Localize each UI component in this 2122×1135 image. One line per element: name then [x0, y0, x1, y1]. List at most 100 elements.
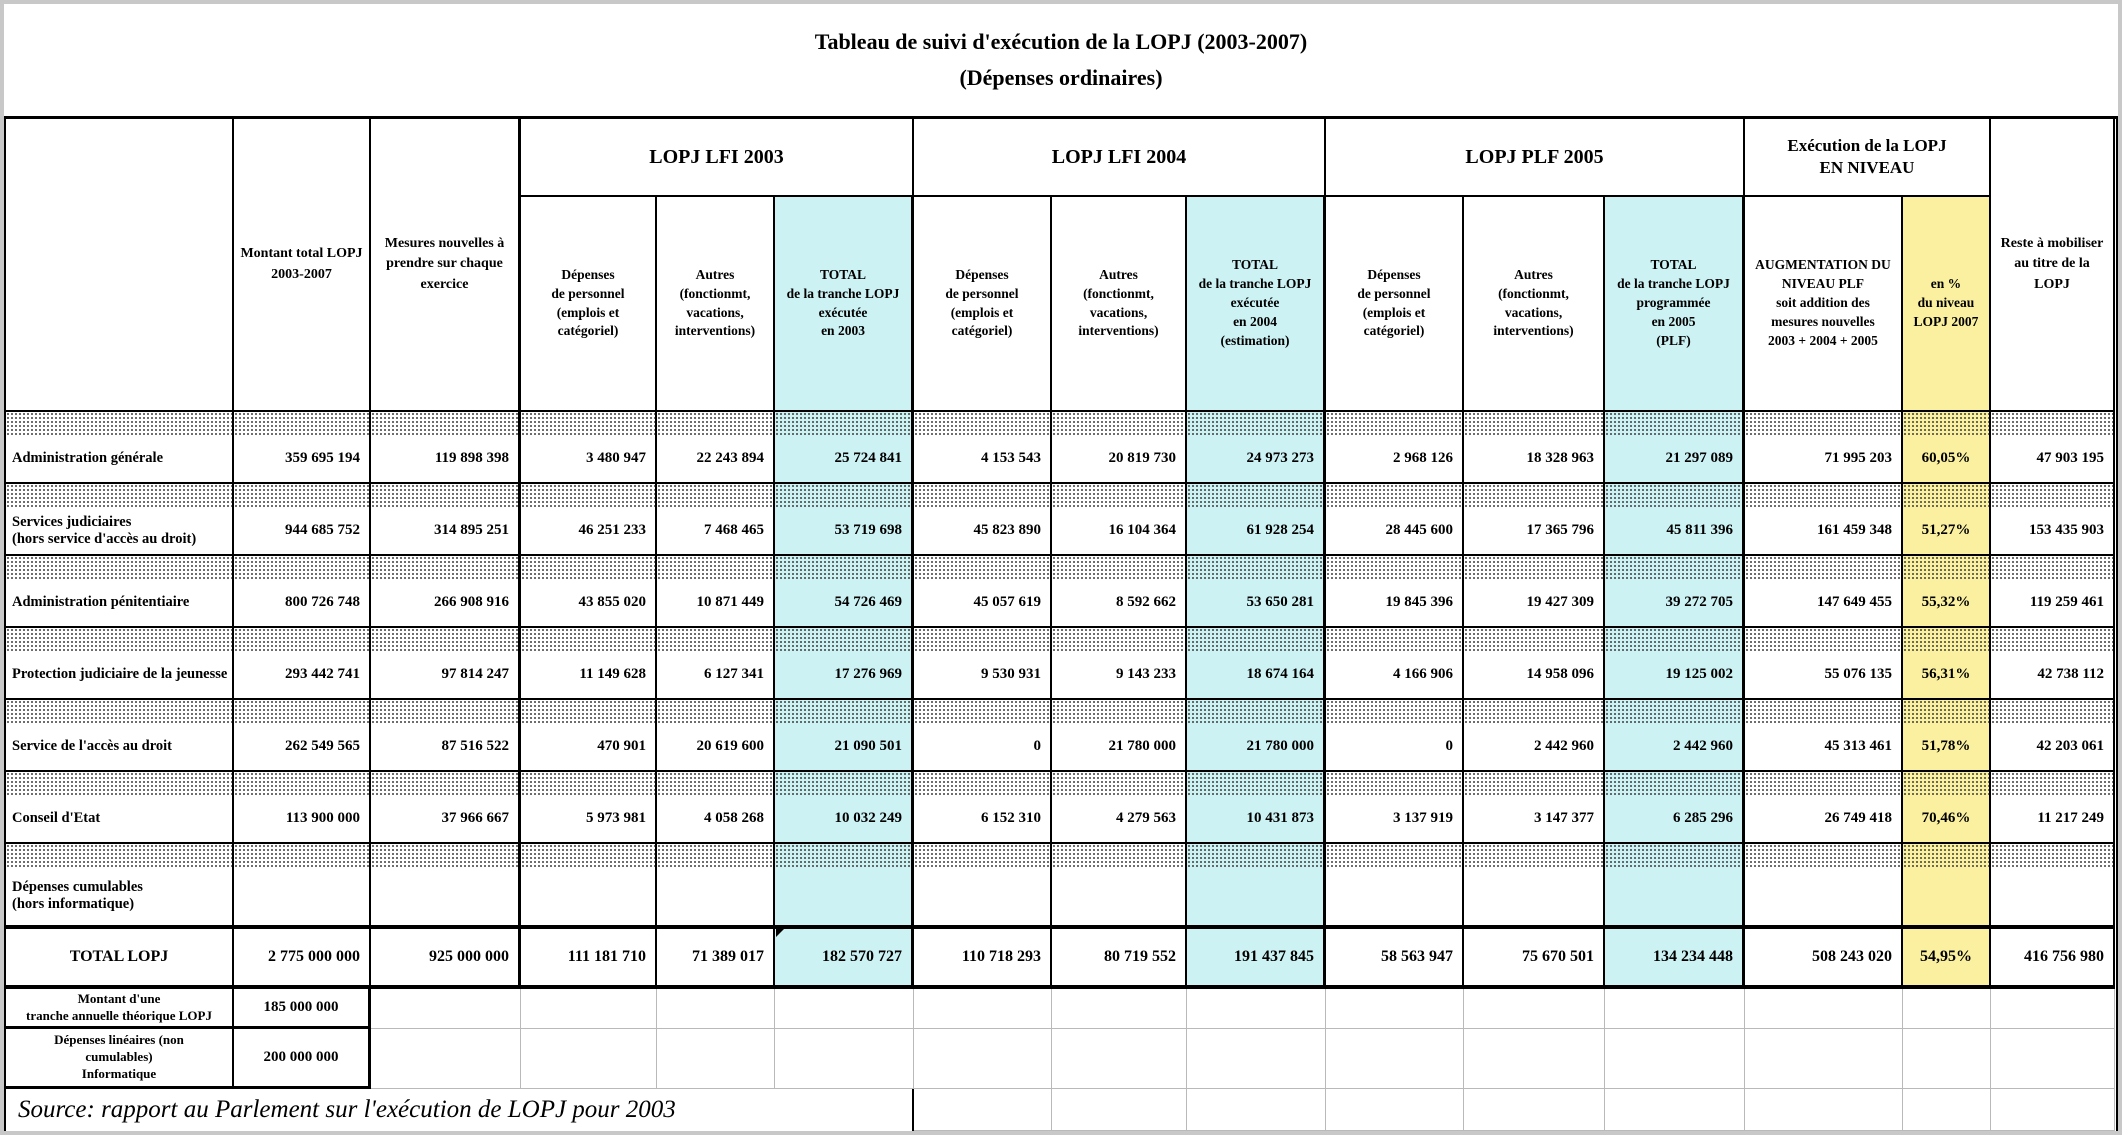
separator-hatch — [1745, 772, 1903, 795]
separator-hatch — [371, 412, 521, 435]
value-cell: 470 901 — [521, 723, 657, 772]
separator-hatch — [234, 700, 371, 723]
separator-hatch — [1903, 844, 1991, 867]
separator-hatch — [1745, 412, 1903, 435]
separator-hatch — [1326, 484, 1464, 507]
separator-hatch — [6, 628, 234, 651]
separator-hatch — [914, 484, 1052, 507]
separator-hatch — [1745, 556, 1903, 579]
separator-hatch — [521, 772, 657, 795]
value-cell: 4 153 543 — [914, 435, 1052, 484]
separator-hatch — [1745, 700, 1903, 723]
empty-cell — [1052, 867, 1187, 929]
separator-hatch — [1903, 412, 1991, 435]
value-cell: 45 313 461 — [1745, 723, 1903, 772]
separator-hatch — [371, 484, 521, 507]
value-cell: 45 057 619 — [914, 579, 1052, 628]
value-cell: 0 — [1326, 723, 1464, 772]
value-cell: 153 435 903 — [1991, 507, 2115, 556]
separator-hatch — [914, 412, 1052, 435]
separator-hatch — [1991, 412, 2115, 435]
empty-grid-cell — [371, 1029, 521, 1089]
value-cell: 37 966 667 — [371, 795, 521, 844]
empty-cell — [914, 867, 1052, 929]
separator-hatch — [914, 556, 1052, 579]
subheader-cell: en % du niveau LOPJ 2007 — [1903, 197, 1991, 412]
value-cell: 53 650 281 — [1187, 579, 1326, 628]
value-cell: 11 217 249 — [1991, 795, 2115, 844]
separator-hatch — [1464, 772, 1605, 795]
value-cell: 61 928 254 — [1187, 507, 1326, 556]
subheader-cell: TOTAL de la tranche LOPJ exécutée en 200… — [1187, 197, 1326, 412]
montant-tranche-label: Montant d'une tranche annuelle théorique… — [6, 989, 234, 1029]
subheader-cell: Autres (fonctionmt, vacations, intervent… — [657, 197, 775, 412]
header-montant-total: Montant total LOPJ 2003-2007 — [234, 119, 371, 412]
empty-cell — [1903, 867, 1991, 929]
total-value-cell: 110 718 293 — [914, 929, 1052, 989]
value-cell: 56,31% — [1903, 651, 1991, 700]
separator-hatch — [234, 844, 371, 867]
empty-grid-cell — [371, 989, 521, 1029]
value-cell: 18 674 164 — [1187, 651, 1326, 700]
separator-hatch — [234, 556, 371, 579]
separator-hatch — [234, 772, 371, 795]
value-cell: 119 259 461 — [1991, 579, 2115, 628]
subheader-cell: Dépenses de personnel (emplois et catégo… — [521, 197, 657, 412]
separator-hatch — [914, 628, 1052, 651]
separator-hatch — [1605, 412, 1745, 435]
value-cell: 19 427 309 — [1464, 579, 1605, 628]
separator-hatch — [775, 412, 914, 435]
subheader-cell: Dépenses de personnel (emplois et catégo… — [914, 197, 1052, 412]
separator-hatch — [1903, 556, 1991, 579]
separator-hatch — [6, 772, 234, 795]
subheader-cell: Autres (fonctionmt, vacations, intervent… — [1052, 197, 1187, 412]
empty-grid-cell — [1605, 1029, 1745, 1089]
value-cell: 2 968 126 — [1326, 435, 1464, 484]
empty-grid-cell — [914, 1089, 1052, 1131]
value-cell: 11 149 628 — [521, 651, 657, 700]
value-cell: 42 203 061 — [1991, 723, 2115, 772]
separator-hatch — [371, 628, 521, 651]
empty-grid-cell — [1464, 1029, 1605, 1089]
value-cell: 18 328 963 — [1464, 435, 1605, 484]
separator-hatch — [1464, 700, 1605, 723]
empty-grid-cell — [1745, 989, 1903, 1029]
separator-hatch — [521, 556, 657, 579]
separator-hatch — [371, 556, 521, 579]
value-cell: 43 855 020 — [521, 579, 657, 628]
header-mesures-nouvelles: Mesures nouvelles à prendre sur chaque e… — [371, 119, 521, 412]
empty-cell — [371, 867, 521, 929]
separator-hatch — [1464, 628, 1605, 651]
separator-hatch — [521, 700, 657, 723]
total-value-cell: 508 243 020 — [1745, 929, 1903, 989]
row-label: Administration générale — [6, 435, 234, 484]
row-label-cumulables: Dépenses cumulables (hors informatique) — [6, 867, 234, 929]
empty-grid-cell — [521, 1029, 657, 1089]
separator-hatch — [234, 628, 371, 651]
separator-hatch — [1464, 484, 1605, 507]
total-value-cell: 134 234 448 — [1605, 929, 1745, 989]
total-value-cell: 71 389 017 — [657, 929, 775, 989]
empty-grid-cell — [1605, 1089, 1745, 1131]
value-cell: 55 076 135 — [1745, 651, 1903, 700]
value-cell: 24 973 273 — [1187, 435, 1326, 484]
empty-cell — [1326, 867, 1464, 929]
value-cell: 20 819 730 — [1052, 435, 1187, 484]
separator-hatch — [1991, 844, 2115, 867]
separator-hatch — [1903, 484, 1991, 507]
separator-hatch — [1326, 772, 1464, 795]
value-cell: 39 272 705 — [1605, 579, 1745, 628]
value-cell: 10 431 873 — [1187, 795, 1326, 844]
header-group-lfi2003: LOPJ LFI 2003 — [521, 119, 914, 197]
separator-hatch — [1187, 484, 1326, 507]
separator-hatch — [1745, 844, 1903, 867]
value-cell: 46 251 233 — [521, 507, 657, 556]
value-cell: 51,27% — [1903, 507, 1991, 556]
value-cell: 51,78% — [1903, 723, 1991, 772]
value-cell: 19 845 396 — [1326, 579, 1464, 628]
empty-grid-cell — [1605, 989, 1745, 1029]
separator-hatch — [775, 484, 914, 507]
value-cell: 800 726 748 — [234, 579, 371, 628]
total-row-label: TOTAL LOPJ — [6, 929, 234, 989]
value-cell: 3 480 947 — [521, 435, 657, 484]
